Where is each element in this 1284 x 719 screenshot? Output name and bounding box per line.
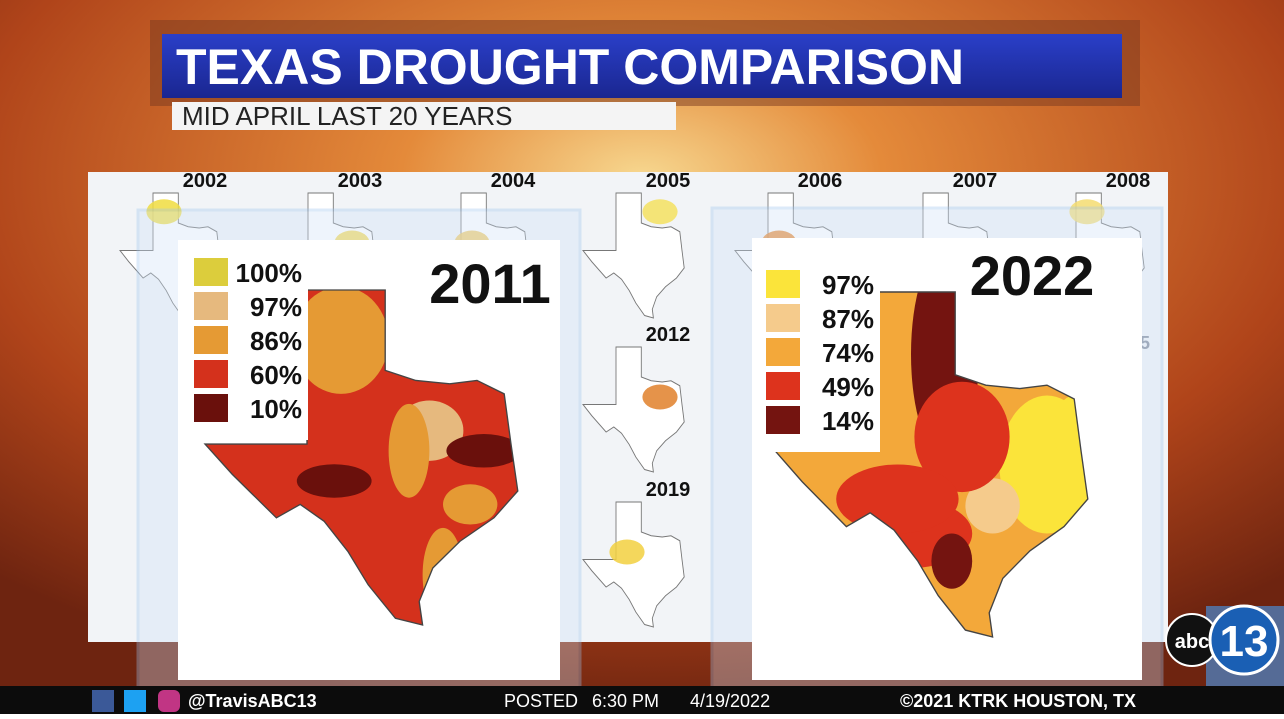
thumbnail-map: [582, 346, 685, 473]
legend-swatch: [766, 338, 800, 366]
thumbnail-year: 2012: [646, 324, 691, 346]
drought-area: [914, 381, 1010, 493]
legend-label: 49%: [822, 372, 874, 402]
thumbnail-map: [582, 501, 685, 628]
legend-swatch: [766, 304, 800, 332]
thumbnail-year: 2008: [1106, 170, 1151, 192]
twitter-icon: [124, 690, 146, 712]
legend-label: 60%: [250, 360, 302, 390]
thumbnail-map: [119, 192, 222, 319]
thumbnail-year: 2019: [646, 479, 691, 501]
title-bar: [162, 34, 1122, 98]
partial-label: 5: [1140, 333, 1150, 353]
panel-year: 2011: [429, 252, 551, 315]
drought-area: [1069, 199, 1105, 225]
drought-area: [146, 199, 182, 225]
posted-date: 4/19/2022: [690, 691, 770, 711]
subtitle: MID APRIL LAST 20 YEARS: [182, 101, 512, 131]
posted-time: 6:30 PM: [592, 691, 659, 711]
drought-area: [642, 384, 678, 410]
drought-area: [609, 539, 645, 565]
legend-swatch: [194, 360, 228, 388]
legend-swatch: [194, 326, 228, 354]
legend-swatch: [194, 394, 228, 422]
legend-label: 14%: [822, 406, 874, 436]
social-handle: @TravisABC13: [188, 691, 317, 711]
thumbnail-year: 2006: [798, 170, 843, 192]
copyright: ©2021 KTRK HOUSTON, TX: [900, 691, 1136, 711]
legend-label: 97%: [822, 270, 874, 300]
drought-area: [293, 290, 389, 394]
thumbnail-year: 2005: [646, 170, 691, 192]
instagram-icon: [158, 690, 180, 712]
legend-swatch: [766, 406, 800, 434]
drought-area: [296, 464, 372, 498]
thumbnail-year: 2004: [491, 170, 536, 192]
legend-swatch: [766, 270, 800, 298]
thumbnail-year: 2002: [183, 170, 228, 192]
panel-year: 2022: [970, 244, 1095, 307]
posted-label: POSTED: [504, 691, 578, 711]
legend-label: 97%: [250, 292, 302, 322]
legend-swatch: [194, 292, 228, 320]
thumbnail-year: 2003: [338, 170, 383, 192]
thumbnail-map: [1042, 192, 1145, 319]
legend-label: 87%: [822, 304, 874, 334]
legend-label: 100%: [236, 258, 303, 288]
title: TEXAS DROUGHT COMPARISON: [176, 39, 964, 95]
thumbnail-year: 2007: [953, 170, 998, 192]
drought-area: [446, 434, 518, 468]
drought-area: [388, 403, 430, 498]
legend-swatch: [194, 258, 228, 286]
drought-area: [931, 533, 973, 589]
drought-area: [443, 484, 498, 525]
logo-channel: 13: [1220, 617, 1269, 666]
drought-area: [642, 199, 678, 225]
thumbnail-map: [582, 192, 685, 319]
facebook-icon: [92, 690, 114, 712]
logo-13-circle: [1208, 604, 1280, 676]
footer-bar: [0, 686, 1284, 714]
legend-swatch: [766, 372, 800, 400]
logo-network: abc: [1175, 631, 1209, 653]
legend-label: 74%: [822, 338, 874, 368]
legend-label: 86%: [250, 326, 302, 356]
drought-area: [965, 478, 1020, 534]
subtitle-bar: [172, 102, 676, 130]
legend-label: 10%: [250, 394, 302, 424]
